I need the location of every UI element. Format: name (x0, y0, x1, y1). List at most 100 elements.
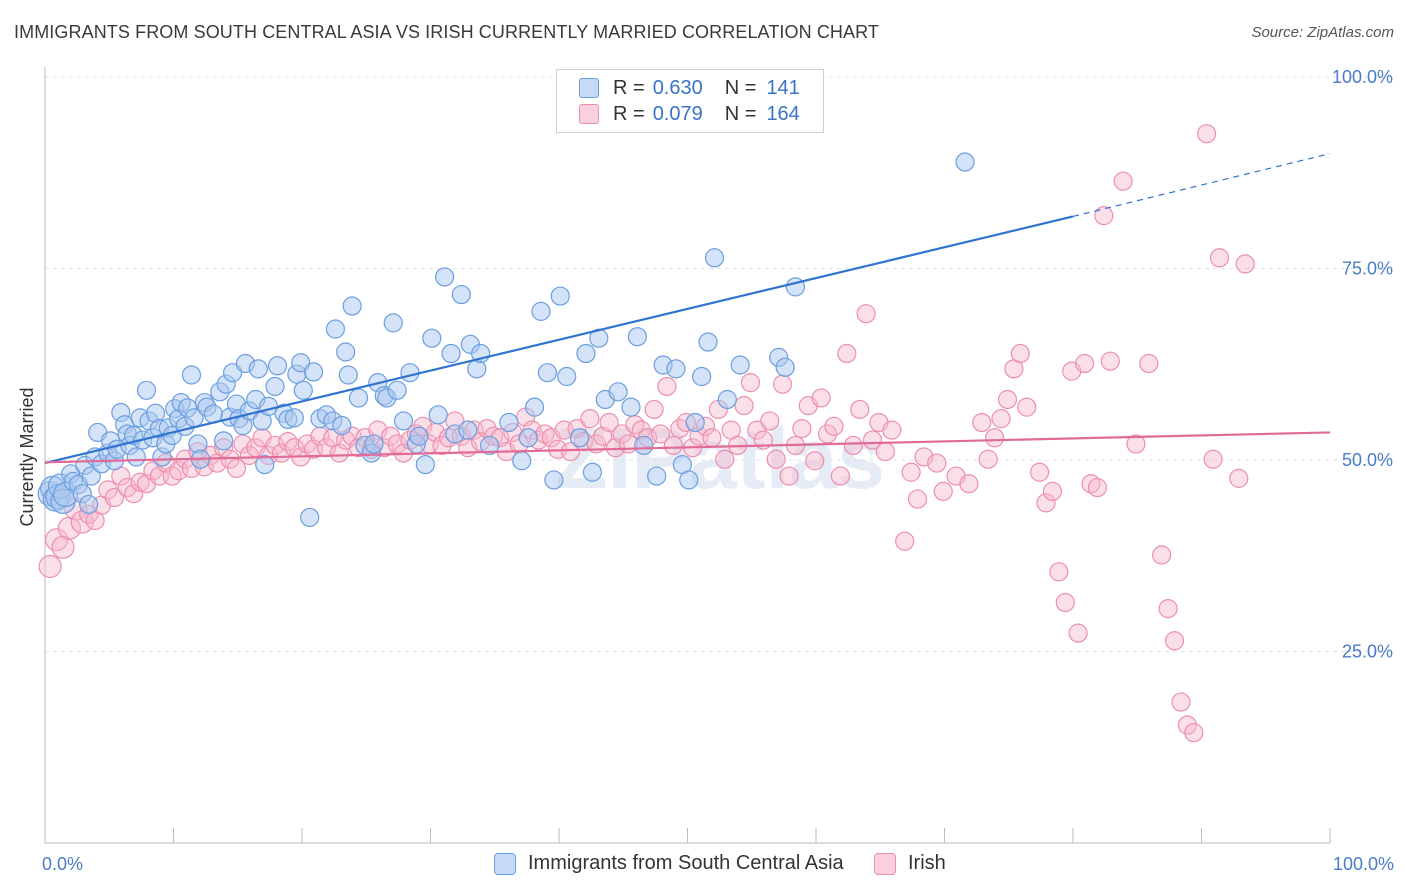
irish-point (702, 428, 722, 448)
south-central-asia-point (325, 319, 346, 339)
south-central-asia-point (730, 355, 750, 375)
y-axis-label: Currently Married (17, 387, 37, 526)
south-central-asia-point (576, 343, 596, 364)
legend-r-value: 0.630 (652, 76, 703, 99)
south-central-asia-point (441, 343, 461, 364)
south-central-asia-point (338, 365, 358, 385)
irish-point (760, 411, 780, 431)
irish-point (779, 466, 799, 486)
south-central-asia-point (393, 411, 414, 431)
irish-point (715, 449, 735, 469)
irish-point (239, 445, 259, 466)
irish-point (1152, 545, 1172, 565)
irish-point (837, 343, 857, 364)
irish-point (124, 484, 144, 504)
irish-point (1164, 631, 1185, 651)
irish-point (1235, 254, 1255, 274)
irish-point (1171, 692, 1191, 712)
legend-n-value: 141 (766, 76, 800, 99)
source-label: Source: ZipAtlas.com (1251, 24, 1394, 41)
south-central-asia-point (265, 376, 285, 397)
y-tick-label: 25.0% (1342, 642, 1393, 662)
legend-swatch-blue (579, 78, 599, 98)
irish-point (1010, 343, 1030, 364)
south-central-asia-point (608, 382, 628, 402)
south-central-asia-point (717, 389, 737, 410)
south-central-asia-point (775, 357, 795, 377)
y-tick-label: 100.0% (1332, 67, 1393, 87)
south-central-asia-point (348, 388, 369, 408)
south-central-asia-point (647, 466, 667, 486)
irish-point (1203, 449, 1223, 469)
trend-lines (44, 153, 1331, 465)
south-central-asia-point (364, 434, 384, 454)
series-legend-blue: Immigrants from South Central Asia (494, 852, 844, 875)
legend-r-label: R = (613, 76, 645, 99)
irish-point (1158, 599, 1178, 619)
stats-legend: R = 0.630 N = 141 R = 0.079 N = 164 (556, 69, 824, 133)
irish-point (856, 304, 876, 324)
south-central-asia-point (383, 313, 403, 333)
south-central-asia-point (451, 284, 471, 305)
irish-point (644, 399, 664, 420)
irish-point (657, 376, 677, 397)
irish-point (1184, 723, 1204, 743)
legend-n-value: 164 (766, 102, 800, 125)
x-tick-label: 0.0% (42, 854, 83, 874)
south-central-asia-point (303, 362, 324, 382)
tick-labels: 25.0% 50.0% 75.0% 100.0% 0.0% 100.0% (42, 67, 1394, 874)
series-label-pink: Irish (908, 852, 946, 874)
irish-point (98, 480, 118, 500)
blue-trend-extension (1072, 153, 1331, 217)
irish-point (38, 554, 62, 579)
irish-point (824, 416, 844, 436)
south-central-asia-point (480, 435, 500, 456)
south-central-asia-point (692, 366, 712, 387)
south-central-asia-point (518, 428, 538, 448)
south-central-asia-point (685, 412, 705, 433)
irish-point (734, 396, 754, 416)
south-central-asia-point (704, 248, 725, 268)
south-central-asia-point (955, 152, 975, 172)
south-central-asia-point (300, 507, 320, 528)
irish-point (1209, 248, 1230, 268)
series-legend-pink: Irish (874, 852, 946, 875)
series-legend: Immigrants from South Central Asia Irish (0, 852, 1406, 878)
irish-point (580, 409, 600, 429)
irish-point (895, 531, 915, 551)
irish-point (1017, 397, 1037, 417)
legend-r-label: R = (613, 102, 645, 125)
south-central-asia-point (499, 412, 519, 433)
south-central-asia-point (136, 380, 157, 400)
irish-point (1197, 124, 1217, 144)
south-central-asia-point (422, 328, 442, 348)
south-central-asia-point (248, 359, 268, 379)
south-central-asia-points (37, 152, 975, 528)
south-central-asia-point (524, 397, 545, 417)
irish-point (927, 453, 947, 473)
south-central-asia-point (126, 447, 146, 467)
legend-swatch-pink (579, 104, 599, 124)
pink-trend-line (44, 431, 1331, 464)
y-tick-label: 50.0% (1342, 450, 1393, 470)
x-tick-label: 100.0% (1333, 854, 1394, 874)
irish-point (560, 441, 581, 462)
south-central-asia-point (79, 494, 99, 515)
south-central-asia-point (415, 454, 435, 475)
chart-title: IMMIGRANTS FROM SOUTH CENTRAL ASIA VS IR… (14, 22, 879, 42)
series-swatch-blue (494, 852, 516, 875)
irish-point (1049, 562, 1069, 582)
irish-point (972, 412, 992, 433)
irish-point (792, 418, 812, 439)
south-central-asia-point (400, 363, 420, 383)
irish-point (1055, 592, 1075, 613)
south-central-asia-point (267, 356, 288, 376)
south-central-asia-point (544, 470, 564, 490)
south-central-asia-point (512, 451, 532, 471)
irish-point (1074, 353, 1095, 374)
legend-row-pink: R = 0.079 N = 164 (579, 102, 800, 126)
irish-point (44, 528, 69, 552)
irish-point (1029, 462, 1050, 482)
south-central-asia-point (342, 296, 362, 316)
irish-point (850, 399, 870, 420)
